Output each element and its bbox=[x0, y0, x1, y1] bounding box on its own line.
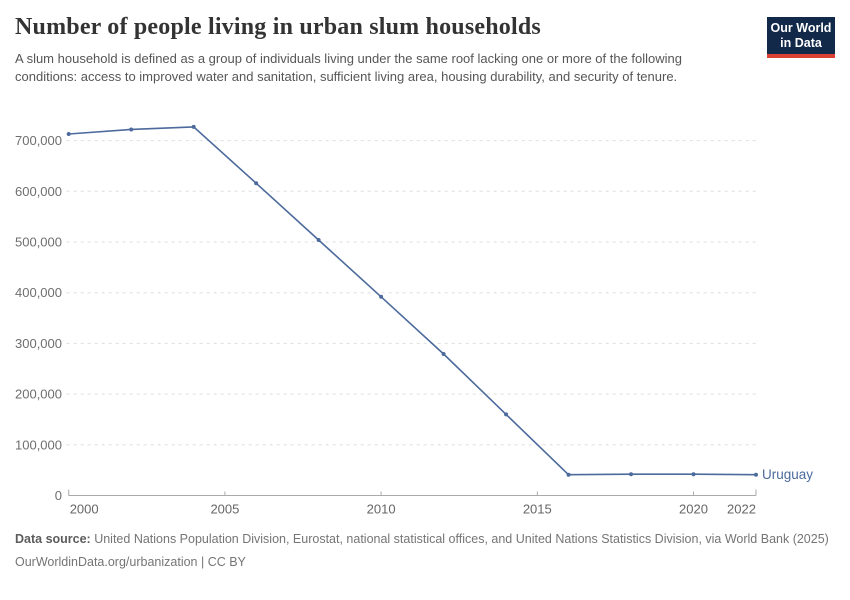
y-tick-label: 200,000 bbox=[15, 387, 62, 402]
chart-subtitle: A slum household is defined as a group o… bbox=[15, 51, 683, 85]
x-tick-label: 2020 bbox=[679, 502, 708, 517]
chart-header: Number of people living in urban slum ho… bbox=[15, 14, 835, 86]
license-line[interactable]: OurWorldinData.org/urbanization | CC BY bbox=[15, 555, 246, 569]
y-tick-label: 400,000 bbox=[15, 285, 62, 300]
data-point[interactable] bbox=[629, 472, 634, 477]
data-point[interactable] bbox=[379, 294, 384, 299]
owid-logo[interactable]: Our World in Data bbox=[767, 17, 835, 58]
y-tick-label: 700,000 bbox=[15, 133, 62, 148]
data-point[interactable] bbox=[753, 472, 758, 477]
series-label[interactable]: Uruguay bbox=[762, 467, 813, 482]
y-tick-label: 600,000 bbox=[15, 184, 62, 199]
data-point[interactable] bbox=[441, 352, 446, 357]
data-source-label: Data source: bbox=[15, 532, 91, 546]
data-point[interactable] bbox=[566, 472, 571, 477]
x-tick-label: 2010 bbox=[367, 502, 396, 517]
data-point[interactable] bbox=[191, 124, 196, 129]
data-point[interactable] bbox=[691, 472, 696, 477]
y-tick-label: 300,000 bbox=[15, 336, 62, 351]
y-tick-label: 0 bbox=[55, 488, 62, 503]
owid-logo-line1: Our World bbox=[770, 21, 832, 35]
x-tick-label: 2015 bbox=[523, 502, 552, 517]
data-source-text: United Nations Population Division, Euro… bbox=[90, 532, 829, 546]
data-point[interactable] bbox=[504, 412, 509, 417]
trend-line[interactable] bbox=[67, 126, 757, 476]
x-tick-label: 2000 bbox=[70, 502, 99, 517]
data-point[interactable] bbox=[254, 181, 259, 186]
owid-logo-box: Our World in Data bbox=[767, 17, 835, 58]
data-source-line: Data source: United Nations Population D… bbox=[15, 531, 835, 548]
page-title: Number of people living in urban slum ho… bbox=[15, 14, 541, 40]
y-tick-label: 100,000 bbox=[15, 437, 62, 452]
data-point[interactable] bbox=[129, 127, 134, 132]
x-tick-label: 2022 bbox=[727, 502, 756, 517]
y-tick-label: 500,000 bbox=[15, 235, 62, 250]
data-point[interactable] bbox=[66, 132, 71, 137]
data-point[interactable] bbox=[316, 237, 321, 242]
x-tick-label: 2005 bbox=[210, 502, 239, 517]
chart-footer: Data source: United Nations Population D… bbox=[15, 531, 835, 571]
owid-logo-line2: in Data bbox=[780, 35, 822, 50]
